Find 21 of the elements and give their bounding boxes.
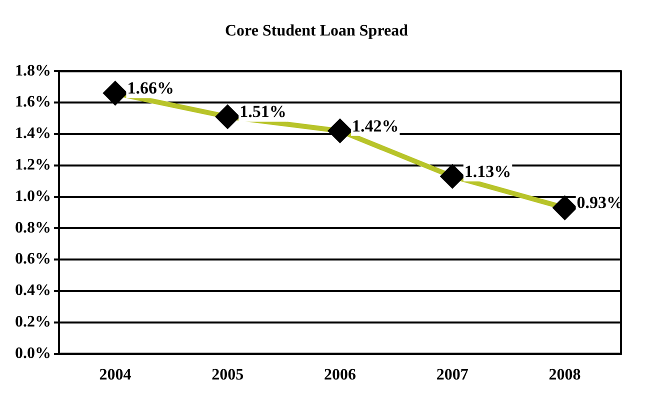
y-tick-label: 1.6% — [15, 94, 51, 111]
data-label: 1.13% — [464, 162, 512, 181]
y-tick-label: 1.8% — [15, 62, 51, 80]
y-tick-label: 0.2% — [15, 314, 51, 331]
chart-title: Core Student Loan Spread — [225, 22, 408, 40]
y-tick-label: 0.6% — [15, 250, 51, 268]
y-tick-label: 1.2% — [15, 156, 51, 174]
y-tick-label: 0.0% — [15, 344, 51, 362]
x-tick-label: 2007 — [436, 366, 468, 384]
x-tick-label: 2004 — [99, 366, 132, 384]
x-tick-label: 2008 — [548, 366, 581, 384]
data-label: 1.42% — [352, 116, 399, 136]
data-label: 1.66% — [127, 78, 174, 98]
data-label: 0.93% — [576, 193, 624, 212]
y-tick-label: 0.8% — [15, 219, 51, 236]
x-tick-label: 2006 — [324, 366, 356, 384]
x-tick-label: 2005 — [212, 366, 244, 384]
data-label: 1.51% — [240, 102, 286, 122]
y-tick-label: 1.0% — [15, 188, 51, 205]
y-tick-label: 0.4% — [15, 282, 51, 300]
y-tick-label: 1.4% — [15, 125, 51, 142]
